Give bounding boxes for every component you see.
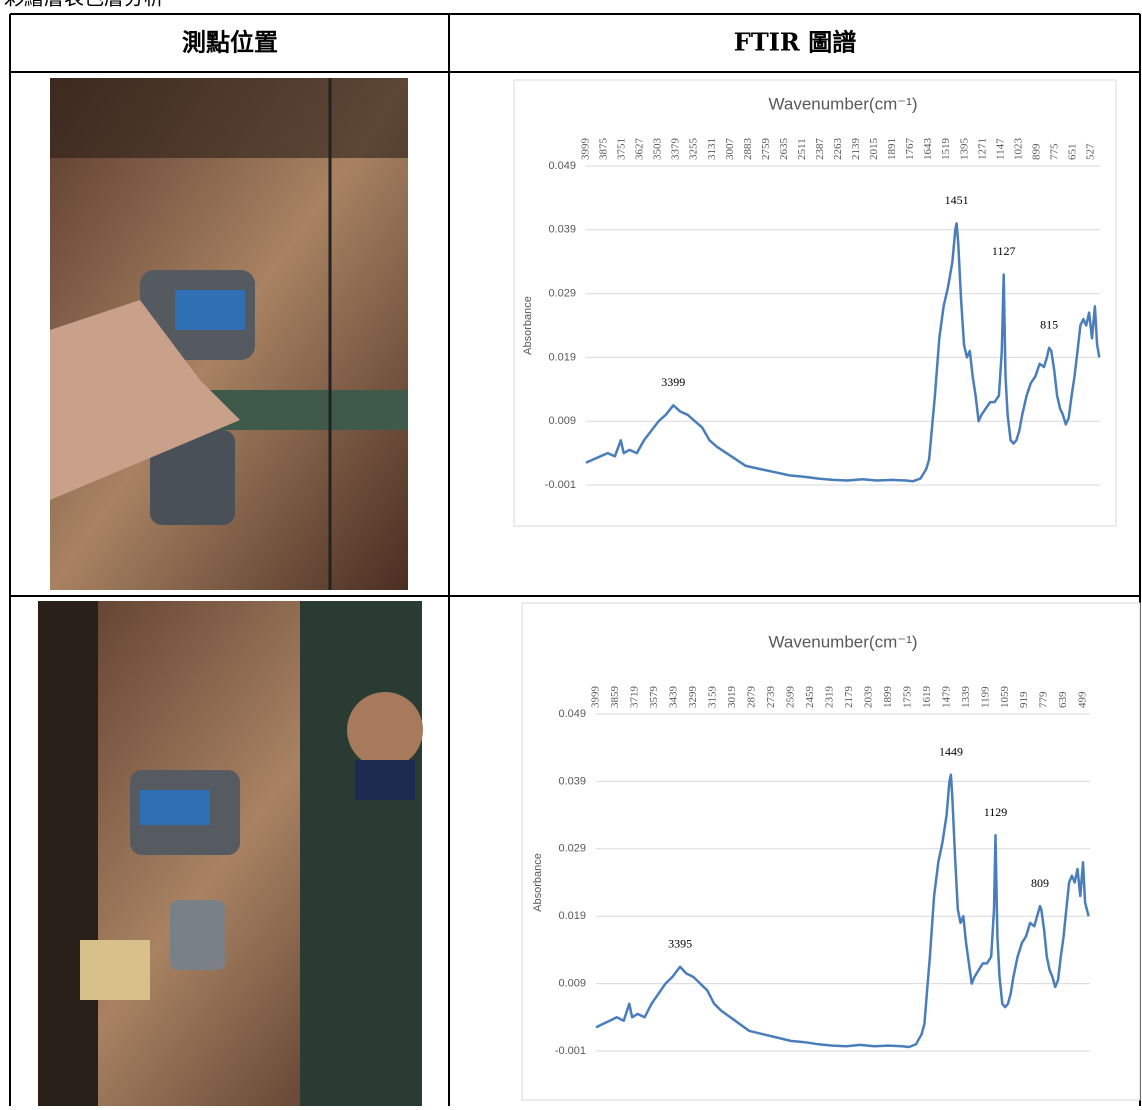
x-tick-label: 775: [1048, 143, 1060, 160]
y-tick-label: -0.001: [555, 1045, 586, 1057]
x-tick-label: 1059: [999, 686, 1011, 709]
chart-title: Wavenumber(cm⁻¹): [768, 94, 917, 113]
x-tick-label: 919: [1018, 691, 1030, 708]
x-tick-label: 1199: [979, 686, 991, 708]
x-tick-label: 1899: [882, 686, 894, 709]
x-tick-label: 3627: [634, 138, 646, 161]
x-tick-label: 2139: [850, 138, 862, 161]
x-tick-label: 1395: [958, 138, 970, 161]
x-tick-label: 1479: [940, 686, 952, 709]
x-tick-label: 3007: [724, 138, 736, 161]
x-tick-label: 2459: [804, 686, 816, 709]
spectrum-line: [595, 773, 1090, 1049]
x-tick-label: 651: [1066, 144, 1078, 161]
y-tick-label: 0.009: [558, 978, 586, 990]
y-tick-label: 0.049: [558, 708, 586, 720]
y-tick-label: 0.029: [548, 288, 576, 300]
spectrum-line: [585, 222, 1101, 483]
y-axis-label: Absorbance: [522, 296, 534, 355]
chart-frame: [521, 602, 1141, 1101]
peak-label: 809: [1031, 876, 1049, 890]
x-tick-label: 1519: [940, 138, 952, 161]
x-tick-label: 3503: [652, 138, 664, 161]
y-axis-label: Absorbance: [532, 853, 544, 912]
x-tick-label: 3131: [706, 138, 718, 160]
x-tick-label: 2883: [742, 138, 754, 161]
x-tick-label: 3379: [670, 138, 682, 161]
x-tick-label: 2759: [760, 138, 772, 161]
y-tick-label: 0.019: [548, 351, 576, 363]
x-tick-label: 3719: [629, 686, 641, 709]
y-tick-label: -0.001: [545, 479, 576, 491]
x-tick-label: 2015: [868, 138, 880, 161]
x-tick-label: 2387: [814, 138, 826, 161]
photo: [50, 78, 408, 590]
x-tick-label: 527: [1085, 143, 1097, 160]
y-tick-label: 0.019: [558, 910, 586, 922]
x-tick-label: 1271: [976, 138, 988, 160]
peak-label: 3395: [668, 937, 692, 951]
x-tick-label: 3999: [580, 138, 592, 161]
y-tick-label: 0.009: [548, 415, 576, 427]
x-tick-label: 3751: [616, 138, 628, 160]
x-tick-label: 2879: [745, 686, 757, 709]
x-tick-label: 3579: [648, 686, 660, 709]
x-tick-label: 3299: [687, 686, 699, 709]
x-tick-label: 3439: [667, 686, 679, 709]
chart-title: Wavenumber(cm⁻¹): [768, 632, 917, 651]
y-tick-label: 0.039: [558, 775, 586, 787]
x-tick-label: 1619: [921, 686, 933, 709]
peak-label: 3399: [661, 375, 685, 389]
x-tick-label: 1891: [886, 138, 898, 160]
x-tick-label: 1643: [922, 138, 934, 161]
x-tick-label: 2599: [784, 686, 796, 709]
x-tick-label: 2635: [778, 138, 790, 161]
peak-label: 1129: [984, 805, 1008, 819]
x-tick-label: 3255: [688, 138, 700, 161]
x-tick-label: 2263: [832, 138, 844, 161]
heading: 彩繪層表色層分析: [4, 0, 164, 10]
x-tick-label: 1147: [994, 138, 1006, 160]
x-tick-label: 1759: [901, 686, 913, 709]
y-tick-label: 0.049: [548, 160, 576, 172]
header-cell: 測點位置: [182, 28, 278, 57]
header-cell: FTIR 圖譜: [734, 28, 856, 57]
x-tick-label: 899: [1030, 143, 1042, 160]
peak-label: 1127: [992, 244, 1016, 258]
peak-label: 1449: [939, 744, 963, 758]
x-tick-label: 2511: [796, 138, 808, 160]
y-tick-label: 0.029: [558, 843, 586, 855]
x-tick-label: 3875: [598, 138, 610, 161]
photo: [38, 601, 423, 1106]
peak-label: 1451: [945, 193, 969, 207]
x-tick-label: 2179: [843, 686, 855, 709]
x-tick-label: 3159: [706, 686, 718, 709]
chart-frame: [513, 79, 1117, 527]
x-tick-label: 2039: [862, 686, 874, 709]
table-grid: [9, 13, 1141, 1106]
x-tick-label: 1339: [960, 686, 972, 709]
x-tick-label: 1023: [1012, 138, 1024, 161]
x-tick-label: 1767: [904, 138, 916, 161]
peak-label: 815: [1040, 318, 1058, 332]
y-tick-label: 0.039: [548, 224, 576, 236]
x-tick-label: 779: [1038, 691, 1050, 708]
x-tick-label: 3019: [726, 686, 738, 709]
x-tick-label: 639: [1057, 691, 1069, 708]
x-tick-label: 3999: [590, 686, 602, 709]
x-tick-label: 2319: [823, 686, 835, 709]
x-tick-label: 2739: [765, 686, 777, 709]
x-tick-label: 499: [1077, 691, 1089, 708]
x-tick-label: 3859: [609, 686, 621, 709]
